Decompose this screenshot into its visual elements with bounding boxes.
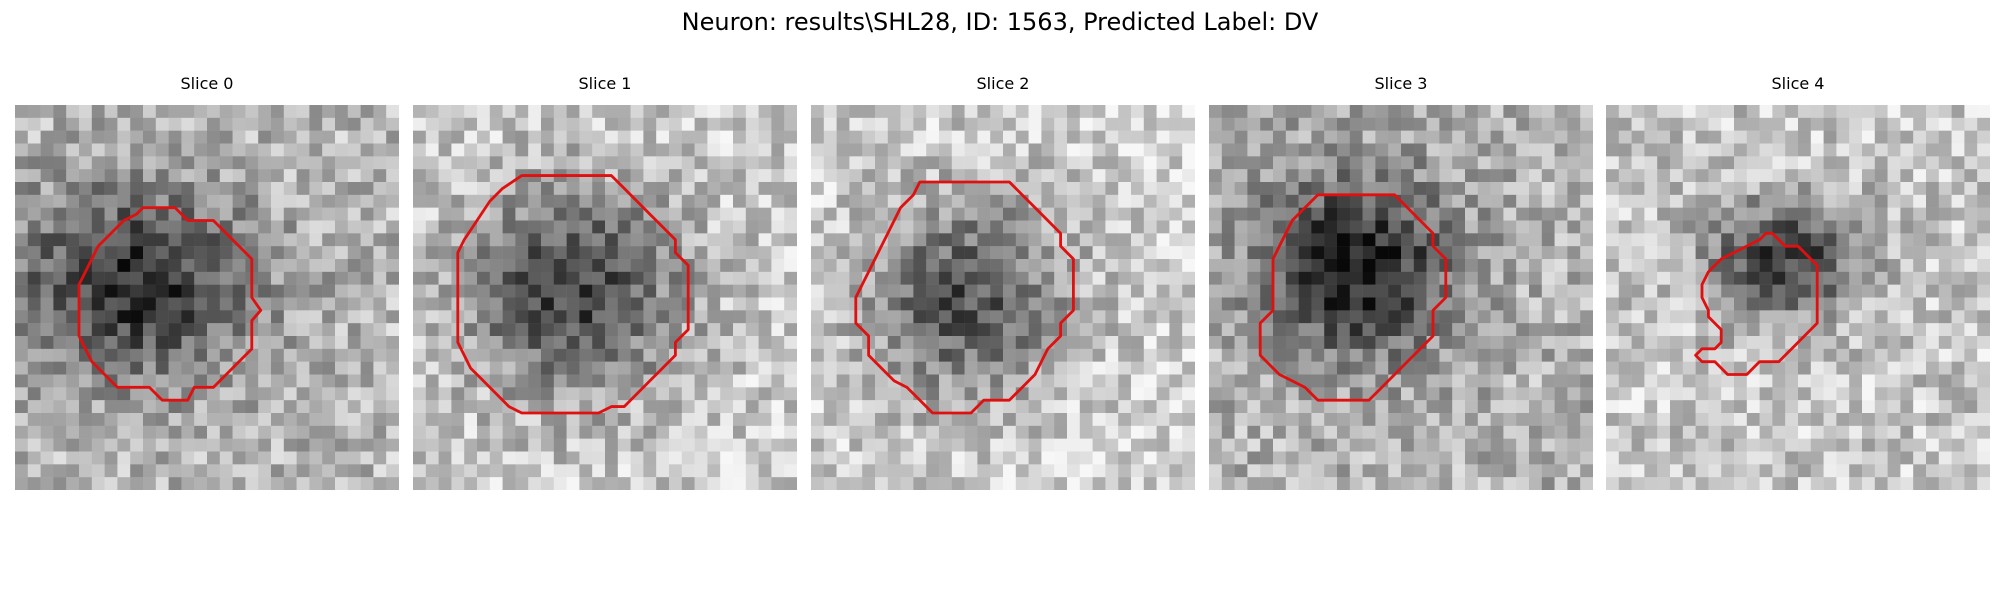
figure-title: Neuron: results\SHL28, ID: 1563, Predict… [681, 8, 1319, 36]
slice-panel-2: Slice 2 [811, 74, 1195, 490]
slice-title-3: Slice 3 [1374, 74, 1428, 93]
slice-title-2: Slice 2 [976, 74, 1030, 93]
pixel-grid [15, 105, 399, 490]
contour-outline [1694, 231, 1819, 376]
contour-outline [1258, 193, 1448, 402]
slice-panel-0: Slice 0 [15, 74, 399, 490]
slice-title-4: Slice 4 [1771, 74, 1825, 93]
contour-outline [77, 206, 263, 402]
slice-image-4 [1606, 105, 1990, 490]
slice-image-3 [1209, 105, 1593, 490]
pixel-grid [1606, 105, 1990, 490]
pixel-grid [811, 105, 1195, 490]
slice-title-0: Slice 0 [180, 74, 234, 93]
slice-panel-4: Slice 4 [1606, 74, 1990, 490]
slice-image-0 [15, 105, 399, 490]
pixel-grid [413, 105, 797, 490]
slice-panel-3: Slice 3 [1209, 74, 1593, 490]
slice-image-2 [811, 105, 1195, 490]
contour-outline [854, 180, 1075, 415]
contour-outline [456, 174, 690, 415]
slice-image-1 [413, 105, 797, 490]
slice-title-1: Slice 1 [578, 74, 632, 93]
slice-panel-1: Slice 1 [413, 74, 797, 490]
pixel-grid [1209, 105, 1593, 490]
